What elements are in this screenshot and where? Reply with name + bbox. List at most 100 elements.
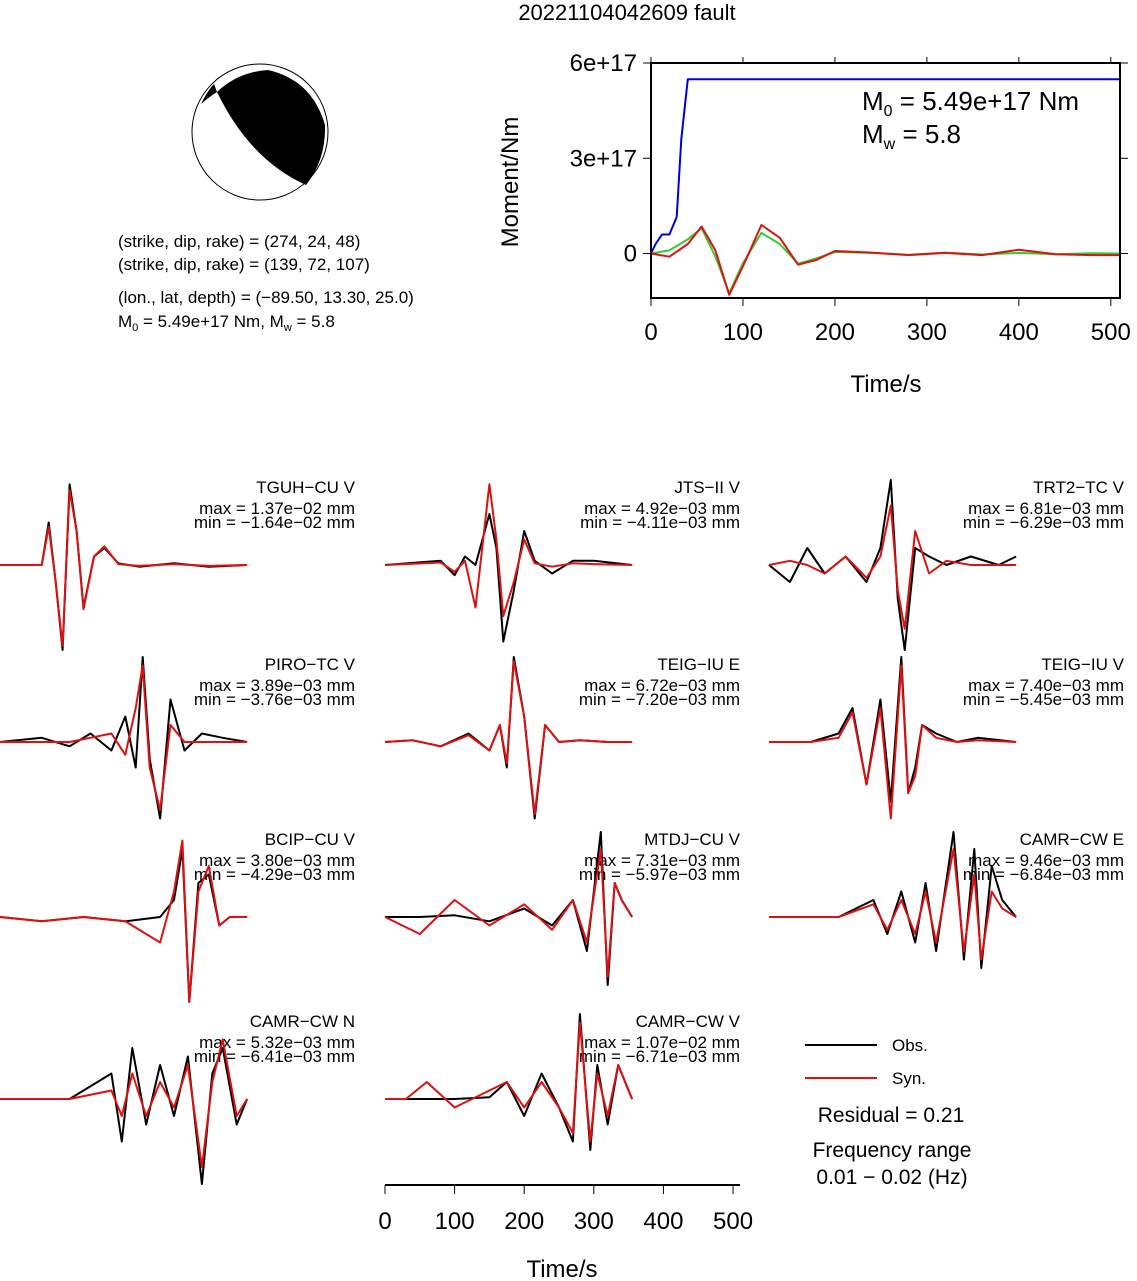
moment-chart-xlabel: Time/s xyxy=(850,371,921,398)
moment-chart-ylabel: Moment/Nm xyxy=(497,117,524,248)
synthetic-waveform xyxy=(384,848,633,978)
figure-title: 20221104042609 fault xyxy=(518,0,735,25)
moment-chart-mw-label: Mw = 5.8 xyxy=(862,119,961,153)
station-max: max = 9.46e−03 mm xyxy=(968,851,1124,870)
moment-magnitude-line: M0 = 5.49e+17 Nm, Mw = 5.8 xyxy=(118,312,335,334)
station-min: min = −1.64e−02 mm xyxy=(194,513,355,532)
synthetic-waveform xyxy=(385,1021,634,1143)
moment-chart-ticks: 0 100 200 300 400 500 0 3e+17 6e+17 xyxy=(570,50,1131,346)
beachball-small-quadrant xyxy=(201,84,217,104)
beachball-compression-quadrant xyxy=(217,70,326,185)
station-label: CAMR−CW E xyxy=(1020,830,1124,849)
time-axis-tick-label: 0 xyxy=(378,1208,391,1235)
observed-waveform xyxy=(0,1047,249,1185)
station-label: TEIG−IU V xyxy=(1041,655,1124,674)
synthetic-waveform xyxy=(0,839,248,1003)
frequency-range-value: 0.01 − 0.02 (Hz) xyxy=(816,1166,967,1189)
time-axis-tick-label: 500 xyxy=(713,1208,753,1235)
focal-mechanism-beachball xyxy=(191,63,329,201)
station-max: max = 6.72e−03 mm xyxy=(584,676,740,695)
synthetic-waveform xyxy=(769,848,1017,961)
synthetic-waveform xyxy=(384,483,633,617)
synthetic-waveform xyxy=(768,504,1017,630)
moment-cumulative-line xyxy=(650,78,1120,254)
station-label: MTDJ−CU V xyxy=(644,830,741,849)
station-label: TGUH−CU V xyxy=(256,478,355,497)
mechanism-text: (strike, dip, rake) = (274, 24, 48) (str… xyxy=(118,232,414,334)
moment-rate-synthetic-line xyxy=(650,224,1120,296)
station-min: min = −4.29e−03 mm xyxy=(194,865,355,884)
synthetic-waveform xyxy=(0,1038,248,1168)
synthetic-waveform xyxy=(384,660,633,816)
legend-obs-label: Obs. xyxy=(892,1036,928,1055)
time-axis-tick-label: 300 xyxy=(574,1208,614,1235)
moment-xtick-label: 400 xyxy=(999,319,1039,346)
moment-chart-series xyxy=(650,78,1121,296)
synthetic-waveform xyxy=(0,664,248,811)
station-max: max = 5.32e−03 mm xyxy=(199,1033,355,1052)
station-min: min = −6.71e−03 mm xyxy=(579,1047,740,1066)
synthetic-waveform xyxy=(769,664,1017,820)
nodal-plane-1: (strike, dip, rake) = (274, 24, 48) xyxy=(118,232,360,251)
hypocenter-line: (lon., lat, depth) = (−89.50, 13.30, 25.… xyxy=(118,288,414,307)
moment-chart: 0 100 200 300 400 500 0 3e+17 6e+17 Moment/Nm Ti… xyxy=(497,50,1131,398)
station-min: min = −6.84e−03 mm xyxy=(963,865,1124,884)
station-label: BCIP−CU V xyxy=(265,830,356,849)
station-label: JTS−II V xyxy=(674,478,740,497)
time-axis-label: Time/s xyxy=(526,1256,597,1281)
station-label: TEIG−IU E xyxy=(657,655,740,674)
station-min: min = −4.11e−03 mm xyxy=(580,513,740,532)
legend: Obs. Syn. xyxy=(805,1036,928,1088)
moment-xtick-label: 0 xyxy=(644,319,657,346)
station-label: CAMR−CW N xyxy=(250,1012,355,1031)
moment-ytick-label: 0 xyxy=(624,241,637,268)
moment-ytick-label: 6e+17 xyxy=(570,50,637,77)
moment-xtick-label: 300 xyxy=(907,319,947,346)
nodal-plane-2: (strike, dip, rake) = (139, 72, 107) xyxy=(118,255,370,274)
station-max: max = 3.80e−03 mm xyxy=(199,851,355,870)
station-label: TRT2−TC V xyxy=(1033,478,1125,497)
time-axis-tick-label: 100 xyxy=(435,1208,475,1235)
time-axis-tick-label: 200 xyxy=(504,1208,544,1235)
station-min: min = −5.97e−03 mm xyxy=(579,865,740,884)
station-max: max = 1.07e−02 mm xyxy=(584,1033,740,1052)
observed-waveform xyxy=(385,1013,634,1151)
station-max: max = 4.92e−03 mm xyxy=(584,499,740,518)
residual-text: Residual = 0.21 xyxy=(818,1104,965,1127)
station-max: max = 3.89e−03 mm xyxy=(199,676,355,695)
station-min: min = −6.29e−03 mm xyxy=(963,513,1124,532)
station-min: min = −7.20e−03 mm xyxy=(579,690,740,709)
moment-xtick-label: 100 xyxy=(723,319,763,346)
station-min: min = −3.76e−03 mm xyxy=(194,690,355,709)
moment-xtick-label: 200 xyxy=(815,319,855,346)
time-axis-tick-label: 400 xyxy=(643,1208,683,1235)
synthetic-waveform xyxy=(0,489,248,647)
observed-waveform xyxy=(0,656,248,820)
moment-chart-frame xyxy=(650,62,1121,299)
moment-ytick-label: 3e+17 xyxy=(570,145,637,172)
station-max: max = 1.37e−02 mm xyxy=(199,499,355,518)
moment-chart-m0-label: M0 = 5.49e+17 Nm xyxy=(862,86,1079,120)
moment-rate-observed-line xyxy=(650,227,1121,295)
observed-waveform xyxy=(384,513,633,643)
station-max: max = 7.31e−03 mm xyxy=(584,851,740,870)
station-label: CAMR−CW V xyxy=(636,1012,741,1031)
station-min: min = −5.45e−03 mm xyxy=(963,690,1124,709)
station-label: PIRO−TC V xyxy=(265,655,356,674)
observed-waveform xyxy=(769,656,1017,803)
station-max: max = 6.81e−03 mm xyxy=(968,499,1124,518)
station-max: max = 7.40e−03 mm xyxy=(968,676,1124,695)
station-min: min = −6.41e−03 mm xyxy=(194,1047,355,1066)
